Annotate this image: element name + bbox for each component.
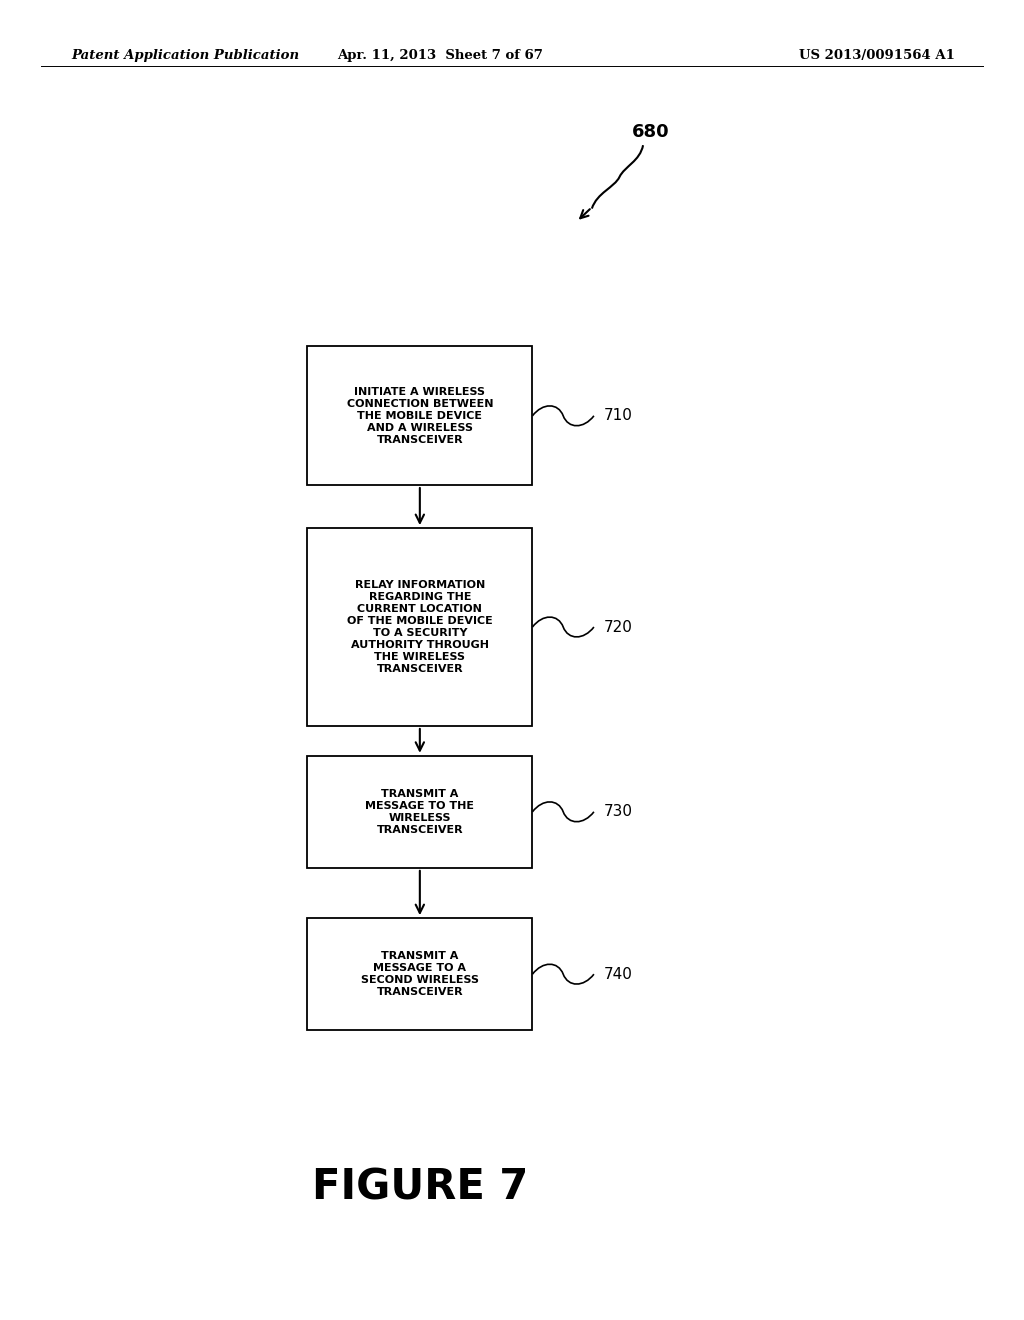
Text: 740: 740 <box>604 966 633 982</box>
Text: US 2013/0091564 A1: US 2013/0091564 A1 <box>799 49 954 62</box>
Bar <box>307 528 532 726</box>
Text: 680: 680 <box>632 123 669 141</box>
Bar <box>307 346 532 484</box>
Text: RELAY INFORMATION
REGARDING THE
CURRENT LOCATION
OF THE MOBILE DEVICE
TO A SECUR: RELAY INFORMATION REGARDING THE CURRENT … <box>347 579 493 675</box>
Bar <box>307 919 532 1030</box>
Bar <box>307 755 532 869</box>
Text: 720: 720 <box>604 619 633 635</box>
Text: Patent Application Publication: Patent Application Publication <box>72 49 300 62</box>
Text: 710: 710 <box>604 408 633 424</box>
Text: TRANSMIT A
MESSAGE TO A
SECOND WIRELESS
TRANSCEIVER: TRANSMIT A MESSAGE TO A SECOND WIRELESS … <box>360 952 479 997</box>
Text: TRANSMIT A
MESSAGE TO THE
WIRELESS
TRANSCEIVER: TRANSMIT A MESSAGE TO THE WIRELESS TRANS… <box>366 789 474 834</box>
Text: Apr. 11, 2013  Sheet 7 of 67: Apr. 11, 2013 Sheet 7 of 67 <box>337 49 544 62</box>
Text: 730: 730 <box>604 804 633 820</box>
Text: INITIATE A WIRELESS
CONNECTION BETWEEN
THE MOBILE DEVICE
AND A WIRELESS
TRANSCEI: INITIATE A WIRELESS CONNECTION BETWEEN T… <box>346 387 494 445</box>
Text: FIGURE 7: FIGURE 7 <box>311 1167 528 1209</box>
